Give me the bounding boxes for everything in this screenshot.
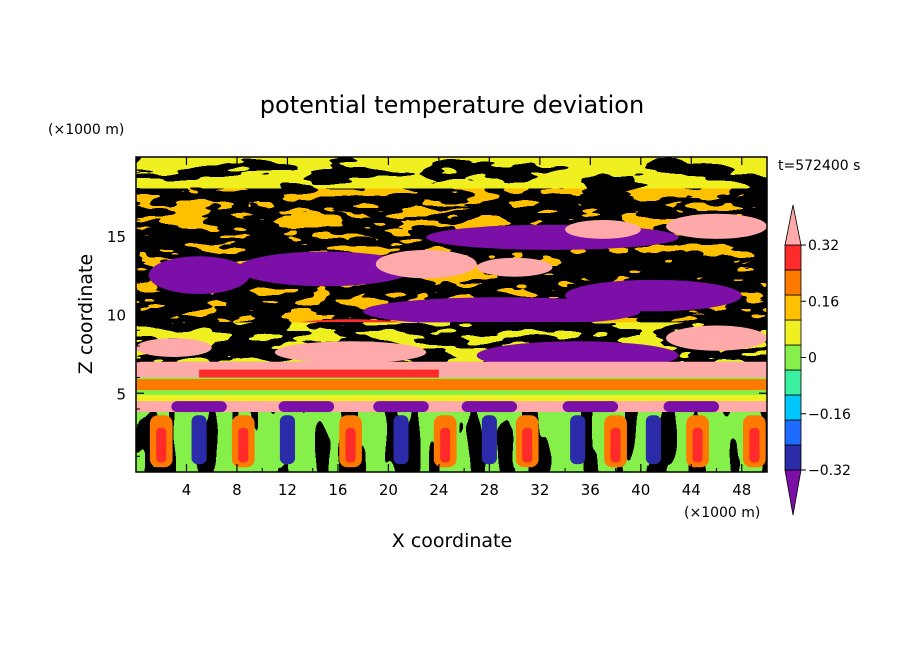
cool-plume [191,415,207,465]
y-tick-label: 5 [116,385,126,403]
colorbar-swatch [784,394,802,421]
x-tick-label: 16 [328,481,347,499]
time-label: t=572400 s [778,158,860,174]
colorbar-label: 0.16 [808,294,839,310]
warm-plume-core [345,427,356,463]
colorbar-extend-bottom [784,469,802,516]
colorbar-label: 0.32 [808,238,839,254]
warm-plume-core [692,427,703,463]
cool-feature [426,224,679,250]
cool-plume [570,415,586,465]
x-tick-label: 48 [732,481,751,499]
cool-feature [363,297,641,326]
colorbar-swatch [784,269,802,296]
colorbar-extend-top [784,204,802,246]
cool-plume [393,415,409,465]
y-tick-label: 10 [107,307,126,325]
colorbar-swatch [784,344,802,371]
y-unit-label: (×1000 m) [48,122,124,138]
cool-cell [562,401,619,413]
warm-feature [375,249,477,279]
colorbar-label: 0 [808,351,817,367]
yellow-line [136,394,767,402]
x-tick-label: 44 [682,481,701,499]
x-tick-label: 12 [278,481,297,499]
chart-title: potential temperature deviation [260,91,644,119]
x-tick-label: 4 [182,481,192,499]
colorbar-swatch [784,369,802,396]
warm-feature [666,213,767,239]
y-tick-label: 15 [107,228,126,246]
warm-feature [565,220,641,239]
orange-line [136,379,767,391]
cool-cell [278,401,335,413]
colorbar-label: −0.32 [808,463,851,479]
colorbar: 0.32 0.16 0 −0.16 −0.32 [784,204,851,516]
cool-plume [279,415,296,465]
x-tick-label: 8 [232,481,242,499]
colorbar-label: −0.16 [808,407,851,423]
y-axis-label: Z coordinate [75,254,97,374]
warm-feature [476,257,553,277]
colorbar-swatch [784,419,802,446]
red-band [199,369,439,380]
x-tick-label: 36 [581,481,600,499]
x-tick-label: 20 [379,481,398,499]
cool-feature [565,279,742,312]
warm-plume-core [156,427,167,463]
cool-cell [373,401,429,413]
warm-plume-core [522,427,533,463]
warm-plume-core [238,427,249,463]
warm-feature [136,338,212,358]
warm-feature [666,325,767,351]
layer-4 [136,401,767,413]
cool-cell [461,401,518,413]
colorbar-swatch [784,319,802,346]
x-axis: 4 8 12 16 20 24 28 32 36 40 44 48 [160,157,751,499]
contour-field [136,157,767,472]
cool-feature [236,251,414,287]
cool-feature [148,256,250,295]
x-tick-label: 28 [480,481,499,499]
x-tick-label: 32 [530,481,549,499]
x-unit-label: (×1000 m) [684,505,760,521]
colorbar-swatch [784,444,802,471]
cool-cell [171,401,227,413]
cool-plume [645,415,661,465]
colorbar-swatch [784,294,802,321]
cool-plume [481,415,497,465]
colorbar-swatch [784,244,802,271]
warm-plume-core [440,427,451,463]
x-tick-label: 24 [429,481,448,499]
x-axis-label: X coordinate [392,530,512,552]
x-tick-label: 40 [631,481,650,499]
warm-plume-core [749,427,760,463]
cool-cell [663,401,720,413]
warm-feature [274,341,427,364]
y-axis: 5 10 15 [107,172,767,457]
warm-plume-core [610,427,621,463]
